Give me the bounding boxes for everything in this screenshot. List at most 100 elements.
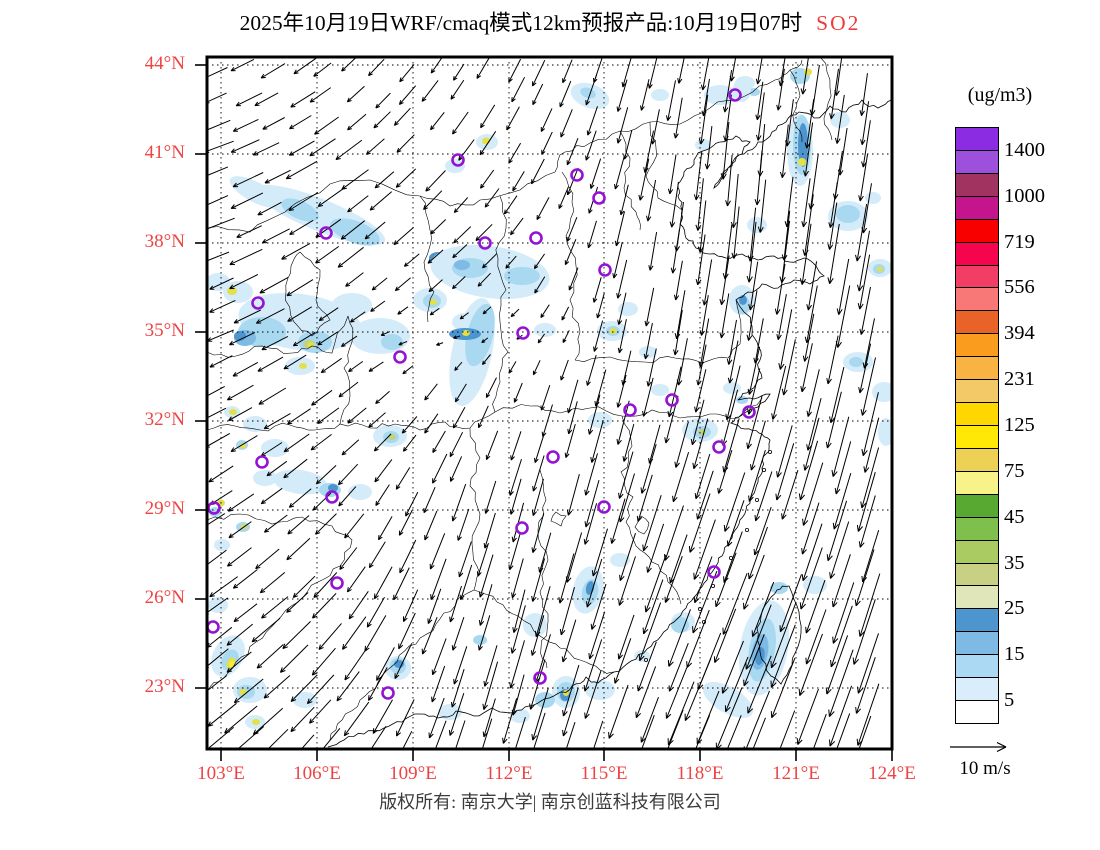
wind-arrow: [748, 526, 768, 580]
province-boundary: [284, 251, 331, 337]
wind-arrow: [290, 91, 316, 108]
wind-arrow: [229, 274, 259, 290]
wind-arrow: [531, 513, 545, 554]
x-axis-tick-label: 112°E: [485, 763, 533, 784]
wind-arrow: [722, 70, 733, 113]
wind-arrow: [776, 68, 785, 111]
colorbar-tick-label: 35: [1004, 551, 1025, 574]
y-axis-tick-label: 44°N: [144, 53, 185, 74]
wind-arrow: [509, 478, 522, 515]
wind-arrow: [286, 592, 309, 613]
wind-arrow: [779, 574, 802, 633]
city-marker: [330, 576, 344, 590]
so2-plume: [723, 382, 741, 394]
wind-arrow: [798, 633, 823, 697]
city-marker: [529, 231, 543, 245]
wind-arrow: [562, 687, 579, 737]
wind-arrow: [368, 361, 384, 372]
wind-arrow: [778, 57, 786, 87]
wind-arrow: [695, 178, 704, 231]
city-marker: [515, 521, 529, 535]
wind-arrow: [771, 365, 787, 420]
wind-arrow: [532, 59, 546, 87]
wind-arrow: [290, 706, 315, 733]
wind-arrow: [375, 92, 391, 109]
wind-arrow: [478, 615, 491, 651]
islet: [698, 607, 703, 612]
city-marker: [206, 620, 220, 634]
colorbar-segment: [955, 585, 999, 610]
wind-arrow: [806, 369, 820, 417]
wind-arrow: [511, 558, 524, 599]
wind-arrow: [669, 181, 679, 228]
wind-arrow: [832, 472, 852, 530]
wind-arrow: [347, 407, 367, 424]
wind-arrow: [232, 361, 259, 377]
colorbar-tick-label: 394: [1004, 322, 1035, 345]
wind-arrow: [743, 554, 765, 610]
colorbar-tick-label: 125: [1004, 413, 1035, 436]
wind-arrow: [667, 154, 677, 195]
wind-arrow: [684, 658, 712, 722]
wind-arrow: [638, 602, 662, 662]
wind-arrow: [509, 640, 525, 689]
city-marker-layer: [206, 88, 756, 700]
so2-plume: [534, 323, 556, 337]
so2-plume: [243, 416, 267, 432]
wind-arrow: [560, 359, 569, 381]
wind-arrow: [344, 513, 365, 539]
wind-arrow: [207, 385, 225, 397]
wind-arrow: [558, 553, 575, 604]
wind-arrow: [693, 151, 703, 201]
wind-arrow: [667, 366, 682, 418]
wind-arrow: [829, 685, 853, 747]
wind-arrow: [229, 332, 256, 346]
wind-arrow: [770, 624, 796, 688]
colorbar-segment: [955, 516, 999, 541]
wind-arrow: [481, 337, 489, 344]
wind-arrow: [612, 241, 623, 279]
wind-arrow: [537, 333, 546, 344]
wind-arrow: [399, 64, 415, 83]
wind-arrow: [754, 150, 763, 206]
wind-arrow: [674, 421, 689, 468]
wind-arrow: [617, 319, 627, 354]
wind-arrow: [449, 431, 464, 458]
wind-arrow: [743, 634, 765, 687]
wind-arrow: [699, 295, 709, 336]
wind-arrow: [341, 439, 360, 456]
wind-arrow: [373, 566, 393, 600]
wind-arrow: [640, 79, 650, 111]
wind-arrow: [829, 68, 839, 120]
wind-arrow: [429, 533, 446, 570]
province-boundary: [473, 589, 615, 674]
so2-plume-layer: [207, 68, 892, 729]
wind-arrow: [283, 354, 307, 370]
wind-arrow: [453, 63, 465, 81]
wind-arrow: [257, 201, 282, 216]
wind-arrow: [450, 79, 465, 100]
wind-arrow: [428, 697, 445, 739]
wind-arrow: [424, 413, 439, 434]
wind-arrow: [667, 681, 695, 746]
colorbar-tick-label: 5: [1004, 689, 1015, 712]
wind-arrow: [347, 195, 369, 213]
wind-arrow: [642, 579, 664, 635]
map-frame: [195, 55, 894, 761]
wind-arrow: [826, 335, 839, 385]
wind-arrow: [405, 491, 419, 517]
wind-arrow: [754, 471, 773, 522]
wind-arrow: [261, 596, 289, 619]
so2-plume: [733, 78, 751, 102]
city-marker: [570, 168, 584, 182]
wind-arrow: [856, 472, 876, 532]
wind-arrow: [431, 638, 447, 676]
wind-arrow: [858, 715, 872, 749]
wind-arrow: [451, 483, 467, 522]
wind-arrow: [230, 139, 260, 153]
wind-arrow: [398, 509, 413, 536]
wind-arrow: [856, 683, 880, 746]
so2-plume: [836, 205, 860, 223]
wind-arrow: [430, 219, 447, 235]
